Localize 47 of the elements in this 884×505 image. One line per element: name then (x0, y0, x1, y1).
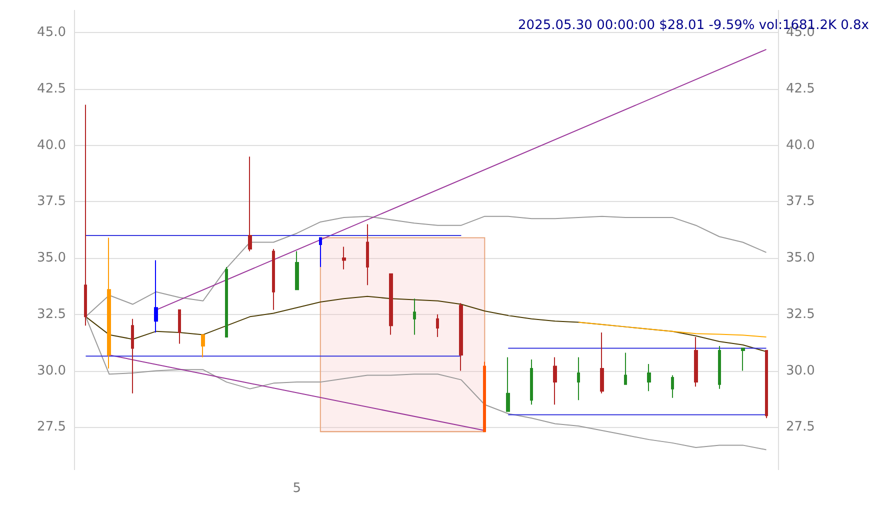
candlestick (671, 374, 674, 398)
candlestick (436, 314, 439, 338)
y2-tick-label: 30.0 (786, 363, 815, 378)
candlestick (718, 345, 721, 390)
candlestick (600, 332, 604, 394)
y-tick-label: 40.0 (37, 138, 66, 153)
candlestick (342, 246, 346, 270)
y-tick-label: 42.5 (37, 81, 66, 96)
y2-tick-label: 42.5 (786, 81, 815, 96)
candlestick (248, 156, 252, 252)
candlestick (154, 260, 158, 333)
candlestick (413, 298, 416, 336)
candlestick (765, 350, 768, 419)
candlestick (647, 364, 651, 392)
candlestick (295, 250, 299, 290)
candlestick (272, 248, 275, 310)
candlestick (84, 104, 87, 326)
candlestick (389, 273, 393, 336)
y-tick-label: 37.5 (37, 194, 66, 210)
y2-tick-label: 37.5 (786, 194, 815, 210)
candlestick (459, 302, 463, 372)
y2-tick-label: 40.0 (786, 138, 815, 153)
y-tick-label: 32.5 (37, 306, 66, 322)
x-tick-label: 5 (292, 481, 302, 496)
candlestick (483, 361, 486, 432)
candlestick (506, 356, 510, 412)
candlestick (741, 348, 745, 372)
candlestick (225, 266, 228, 338)
y-tick-label: 45.0 (37, 25, 66, 40)
candlestick (366, 224, 369, 286)
candlestick (178, 309, 181, 344)
y2-tick-label: 27.5 (786, 420, 815, 435)
y2-tick-label: 35.0 (786, 250, 815, 266)
y-tick-label: 30.0 (37, 363, 66, 378)
y-tick-label: 27.5 (37, 420, 66, 435)
y2-tick-label: 32.5 (786, 306, 815, 322)
candlestick (624, 352, 627, 385)
candlestick (694, 336, 698, 388)
candlestick (107, 237, 111, 370)
candlestick (530, 359, 533, 406)
y-tick-label: 35.0 (37, 250, 66, 266)
candlestick (577, 356, 580, 401)
line-series (578, 322, 767, 338)
candlestick (319, 237, 322, 268)
candlestick (131, 318, 134, 394)
candlestick (201, 334, 205, 358)
candlestick (553, 356, 557, 406)
